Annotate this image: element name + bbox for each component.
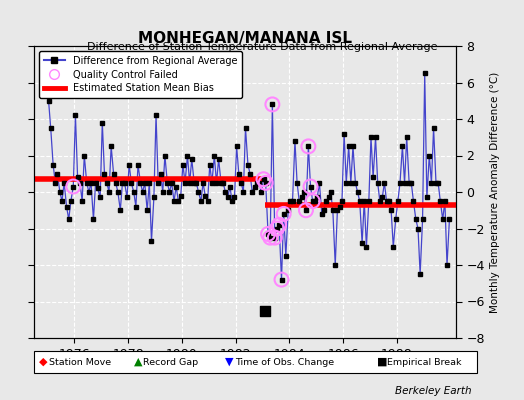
Text: Station Move: Station Move: [49, 358, 111, 367]
Text: Record Gap: Record Gap: [143, 358, 198, 367]
Point: [261, 180, 270, 186]
Point: [69, 183, 78, 190]
Point: [260, 308, 269, 314]
Point: [268, 101, 277, 108]
Legend: Difference from Regional Average, Quality Control Failed, Estimated Station Mean: Difference from Regional Average, Qualit…: [39, 51, 242, 98]
Point: [304, 143, 313, 150]
Point: [266, 234, 275, 241]
Point: [270, 234, 279, 241]
Point: [277, 276, 286, 283]
Point: [273, 225, 281, 232]
Text: Empirical Break: Empirical Break: [387, 358, 461, 367]
Text: ◆: ◆: [39, 357, 48, 367]
Y-axis label: Monthly Temperature Anomaly Difference (°C): Monthly Temperature Anomaly Difference (…: [490, 71, 500, 313]
Point: [279, 211, 288, 217]
Point: [302, 207, 310, 214]
Text: ▼: ▼: [225, 357, 234, 367]
Point: [275, 222, 283, 228]
Point: [259, 176, 268, 182]
Text: ▲: ▲: [134, 357, 142, 367]
Point: [264, 231, 272, 237]
Text: Berkeley Earth: Berkeley Earth: [395, 386, 472, 396]
Text: ■: ■: [377, 357, 388, 367]
Point: [309, 198, 317, 204]
Title: MONHEGAN/MANANA ISL: MONHEGAN/MANANA ISL: [138, 31, 352, 46]
Text: Time of Obs. Change: Time of Obs. Change: [235, 358, 334, 367]
Point: [307, 183, 315, 190]
Text: Difference of Station Temperature Data from Regional Average: Difference of Station Temperature Data f…: [87, 42, 437, 52]
